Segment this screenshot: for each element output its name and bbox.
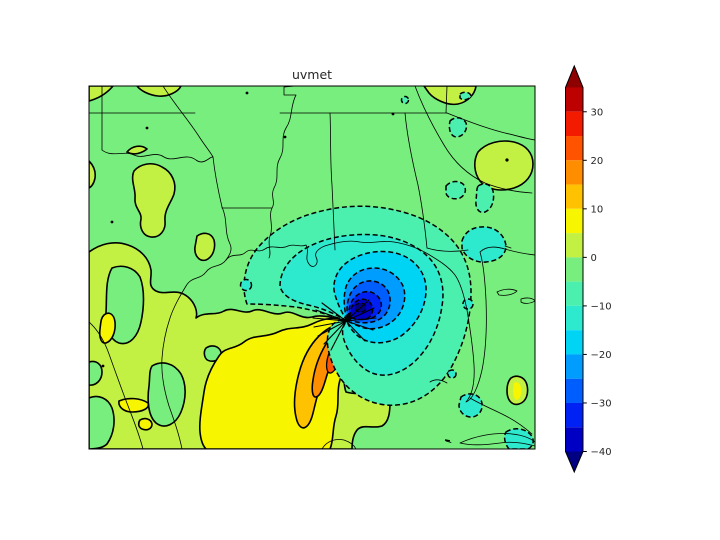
coastline	[459, 433, 535, 447]
river-border	[268, 86, 297, 259]
colorbar-band	[565, 87, 583, 112]
contour-region	[458, 393, 483, 418]
state-border	[404, 112, 428, 249]
map-area	[89, 86, 535, 449]
speck	[245, 91, 249, 95]
speck	[145, 126, 149, 130]
coastline	[429, 379, 448, 384]
contour-region	[89, 395, 115, 449]
state-border	[445, 86, 448, 114]
tick-label: 20	[591, 156, 604, 167]
tick-label: −10	[591, 301, 612, 312]
colorbar-band	[565, 257, 583, 282]
colorbar-band	[565, 233, 583, 258]
contour-region	[118, 397, 150, 413]
speck	[391, 112, 395, 116]
colorbar-band	[565, 305, 583, 331]
contour-region	[447, 369, 457, 379]
negative-vortex-rings	[243, 205, 472, 406]
contour-region	[89, 86, 114, 102]
colorbar-over-arrow	[565, 66, 583, 88]
contour-region	[126, 145, 148, 155]
colorbar-band	[565, 136, 583, 161]
map-boundaries	[89, 86, 535, 449]
colorbar-band	[565, 330, 583, 355]
tick-label: −40	[591, 447, 612, 458]
contour-region	[459, 91, 472, 101]
contour-region	[194, 232, 216, 262]
contour-region	[461, 226, 507, 263]
state-border	[329, 112, 336, 251]
contour-fragment	[444, 439, 452, 442]
contour-region	[137, 417, 153, 431]
colorbar-band	[565, 378, 583, 403]
coastline	[469, 397, 533, 435]
contour-specks	[101, 91, 509, 368]
coastline	[321, 439, 357, 449]
speck	[110, 220, 114, 224]
colorbar-band	[565, 427, 583, 452]
colorbar-band	[565, 160, 583, 185]
colorbar-band	[565, 354, 583, 379]
contour-region	[475, 183, 495, 214]
contour-region	[474, 140, 534, 191]
contour-region	[400, 95, 410, 105]
state-border	[426, 247, 469, 252]
contour-region	[239, 278, 253, 292]
island	[520, 297, 535, 304]
colorbar: 30 20 10 0 −10 −20 −30 −40	[565, 64, 612, 474]
colorbar-band	[565, 184, 583, 209]
contour-region	[147, 362, 186, 427]
island	[504, 245, 512, 249]
island	[496, 288, 518, 296]
state-border	[101, 149, 214, 163]
plot-title: uvmet	[292, 67, 332, 82]
coastline	[225, 240, 535, 403]
state-border	[446, 112, 535, 141]
contour-region	[131, 162, 176, 238]
colorbar-band	[565, 208, 583, 234]
tick-label: 30	[591, 107, 604, 118]
state-border	[414, 86, 533, 194]
tick-label: −20	[591, 350, 612, 361]
colorbar-band	[565, 281, 583, 306]
vortex-contour-spray	[312, 299, 377, 351]
coastline	[161, 259, 227, 449]
contour-region	[98, 312, 116, 344]
contour-region	[423, 86, 477, 106]
tick-label: 0	[591, 253, 597, 264]
speck	[283, 135, 287, 139]
tick-label: 10	[591, 204, 604, 215]
river-border	[89, 321, 144, 449]
contour-region	[445, 180, 467, 200]
colorbar-band	[565, 402, 583, 428]
colorbar-band	[565, 111, 583, 137]
island	[445, 440, 452, 443]
speck	[101, 364, 105, 368]
contour-region	[513, 382, 522, 400]
colorbar-ticks: 30 20 10 0 −10 −20 −30 −40	[583, 107, 612, 458]
state-border	[162, 86, 214, 158]
contour-region	[89, 360, 103, 386]
state-border	[221, 206, 232, 261]
colorbar-under-arrow	[565, 451, 583, 472]
state-border	[212, 156, 223, 208]
axes-frame	[88, 85, 536, 450]
speck	[505, 158, 509, 162]
colorbar-outline	[565, 64, 584, 474]
contour-region	[89, 160, 96, 189]
contour-region	[136, 86, 182, 97]
tick-label: −30	[591, 399, 612, 410]
